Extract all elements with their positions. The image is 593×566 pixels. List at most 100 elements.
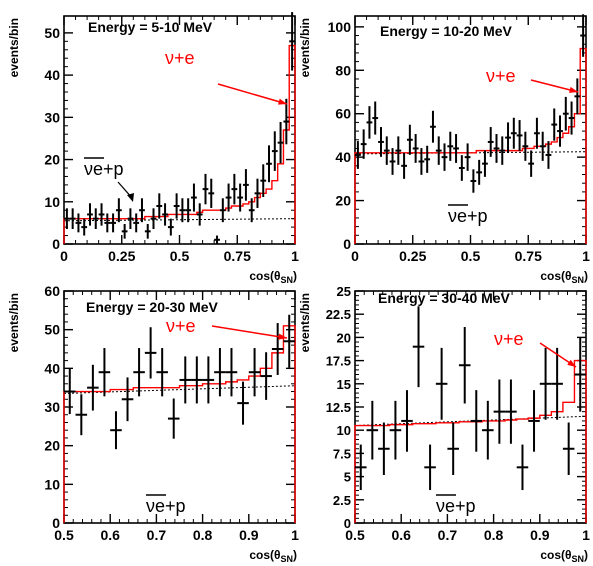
data-point [470,169,477,193]
panel-title: Energy = 10-20 MeV [380,23,513,39]
y-axis-label: events/bin [298,18,312,77]
x-axis-label-close: ) [293,269,297,283]
data-point [447,131,454,161]
data-point [534,117,540,149]
background-baseline [354,415,587,427]
data-point [271,131,278,171]
y-axis-label: events/bin [7,293,21,352]
data-point [401,152,407,179]
data-point [219,198,226,223]
x-axis-label: cos(θSN) [540,269,588,285]
data-point [424,145,431,173]
data-point [395,136,402,165]
data-point [574,78,581,115]
data-point [528,390,540,452]
y-tick-label: 30 [44,399,60,415]
data-point [185,198,192,223]
data-point [243,169,249,201]
data-point [435,347,448,420]
y-tick-label: 10 [44,194,60,210]
data-point [458,155,465,181]
y-tick-label: 20 [44,152,60,168]
x-tick-label: 0.5 [461,248,481,264]
data-point [214,235,220,244]
fit-histogram-line [63,325,296,523]
data-point [493,134,500,163]
data-point [225,348,238,397]
x-axis-label-subscript: SN [571,275,584,285]
data-point [179,356,192,404]
nu-e-arrow-head [569,86,578,93]
data-point [283,98,290,145]
data-point [516,444,529,491]
x-axis-label-close: ) [584,548,588,562]
chart-panel-4: 0 2.5 5 7.5 10 12.5 15 17.5 20 22.5 25 0.5 0.6 0.7 0.8… [298,284,590,564]
data-point [401,390,413,452]
data-point [360,129,367,159]
antinu-p-annotation: ν e+p [448,204,488,226]
y-tick-label: 40 [335,149,351,165]
data-point [557,115,563,147]
data-point [167,218,174,236]
data-point [482,400,494,460]
x-tick-label: 0.75 [224,248,251,264]
data-point [92,208,99,230]
x-tick-label: 0.5 [345,527,365,543]
data-point [389,400,402,460]
data-point [487,127,494,157]
data-point [179,198,186,223]
y-tick-label: 60 [335,106,351,122]
data-point [64,368,76,415]
chart-panel-2: 0 20 40 60 80 100 0 0.25 0.5 0.75 1 events/bin cos(θ… [298,14,590,285]
x-tick-label: 0.75 [515,248,542,264]
data-point [121,377,134,422]
y-tick-label: 60 [44,283,60,299]
data-point [202,173,209,205]
x-tick-label: 1 [291,248,299,264]
data-point [458,326,471,404]
data-point [551,108,558,141]
x-tick-label: 0.25 [399,248,426,264]
data-point [539,347,552,420]
y-tick-label: 12.5 [326,400,351,415]
x-axis-label-close: ) [293,548,297,562]
data-point [75,394,88,436]
data-point [133,213,140,233]
data-point [69,208,76,230]
data-point [366,106,373,139]
nu-bar-symbol: ν [448,206,457,226]
data-point [418,148,425,175]
data-point [355,141,361,169]
panel-title: Energy = 20-30 MeV [86,299,219,315]
data-point [225,183,232,212]
chart-panel-3: 0 10 20 30 40 50 60 0.5 0.6 0.7 0.8 0.9 1 events/bin c… [7,283,299,564]
data-point [115,198,122,223]
data-point [289,12,295,71]
data-point [156,193,163,219]
background-baseline [63,218,296,222]
antinu-p-annotation: ν e+p [84,157,134,202]
x-axis-label-close: ) [584,269,588,283]
x-tick-label: 1 [582,248,590,264]
data-point [453,134,459,163]
data-point [372,101,379,135]
data-point [150,208,157,230]
data-point [505,379,517,444]
data-point [528,150,535,177]
data-point [98,203,105,226]
y-tick-label: 7.5 [333,446,351,461]
antinu-p-annotation: ν e+p [436,494,476,516]
y-tick-label: 40 [44,67,60,83]
data-point [191,356,203,404]
data-point [87,203,93,226]
nu-bar-symbol: ν [146,496,155,516]
data-point [580,14,586,57]
x-tick-label: 0.9 [239,527,259,543]
x-tick-label: 0.6 [391,527,411,543]
data-point [110,411,122,450]
antinu-p-text: e+p [93,159,124,179]
data-point [214,348,226,397]
x-axis-label-subscript: SN [280,275,293,285]
nu-bar-symbol: ν [84,159,93,179]
data-point [447,422,459,476]
